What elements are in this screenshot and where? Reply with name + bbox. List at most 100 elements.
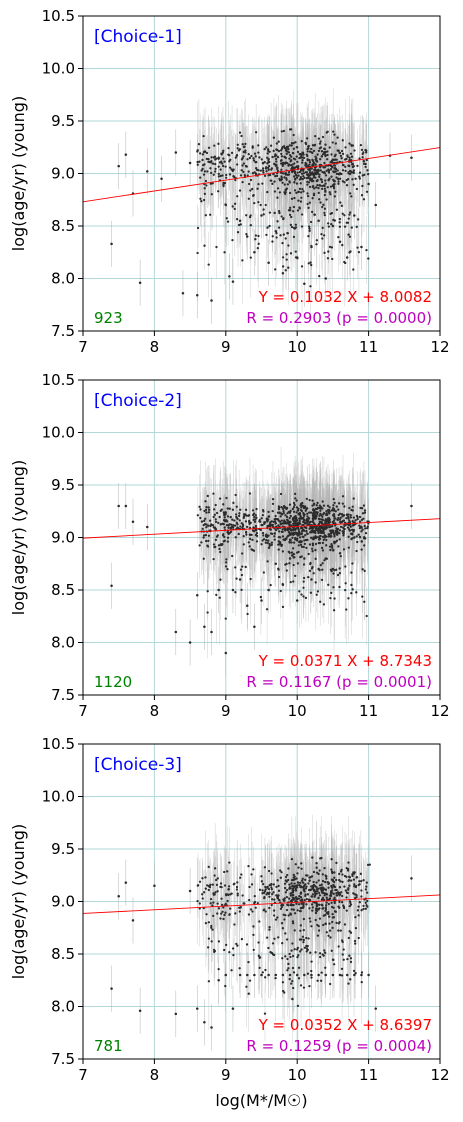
data-point — [319, 563, 322, 567]
data-point — [325, 510, 328, 513]
data-point — [292, 226, 296, 230]
data-point — [262, 571, 265, 574]
data-point — [263, 148, 266, 151]
data-point — [199, 508, 202, 511]
data-point — [228, 523, 231, 526]
data-point — [255, 540, 259, 543]
x-tick-label: 10 — [288, 338, 307, 356]
data-point — [324, 179, 327, 182]
data-point — [292, 205, 296, 209]
data-point — [281, 550, 285, 553]
data-point — [358, 157, 361, 160]
data-point — [249, 224, 252, 227]
data-point — [222, 164, 225, 168]
data-point — [264, 541, 267, 544]
data-point — [317, 191, 320, 195]
data-point — [341, 212, 344, 215]
data-point — [210, 156, 213, 159]
data-point — [331, 521, 335, 524]
data-point — [361, 512, 365, 515]
data-point — [337, 545, 340, 548]
data-point — [267, 166, 270, 170]
data-point — [340, 204, 344, 207]
data-point — [222, 181, 225, 185]
data-point — [358, 515, 362, 519]
data-point — [235, 516, 238, 519]
data-point — [238, 131, 242, 134]
data-point — [219, 168, 222, 171]
data-point — [317, 219, 320, 222]
data-point — [292, 175, 296, 178]
y-axis-title: log(age/yr) (young) — [9, 96, 28, 251]
data-point — [291, 166, 295, 170]
data-point — [351, 505, 354, 508]
data-point — [251, 538, 254, 542]
data-point — [227, 146, 230, 150]
data-point — [289, 514, 292, 518]
data-point — [254, 234, 258, 237]
data-point — [275, 232, 278, 235]
data-point — [294, 497, 297, 500]
data-point — [325, 535, 328, 538]
data-point — [359, 143, 363, 147]
data-point — [195, 594, 199, 597]
data-point — [300, 593, 303, 596]
data-point — [222, 503, 225, 506]
data-point — [356, 164, 359, 168]
data-point — [260, 158, 263, 161]
data-point — [277, 226, 281, 229]
data-point — [304, 509, 307, 512]
data-point — [264, 535, 268, 538]
data-point — [317, 149, 321, 153]
data-point — [338, 585, 341, 589]
data-point — [231, 280, 235, 283]
data-point — [290, 225, 294, 229]
data-point — [307, 206, 310, 210]
data-point — [210, 299, 213, 302]
data-point — [348, 213, 351, 216]
data-point — [324, 174, 328, 177]
x-tick-label: 11 — [359, 338, 378, 356]
data-point — [277, 575, 281, 579]
data-point — [245, 232, 248, 236]
data-point — [281, 507, 285, 510]
data-point — [294, 574, 297, 578]
data-point — [285, 506, 289, 510]
data-point — [310, 547, 314, 550]
data-point — [314, 548, 317, 552]
data-point — [289, 520, 292, 523]
data-point — [311, 527, 315, 530]
x-tick-label: 10 — [288, 702, 307, 720]
data-point — [321, 184, 324, 188]
data-point — [348, 235, 352, 238]
data-point — [313, 513, 317, 516]
data-point — [265, 146, 268, 149]
x-tick-label: 12 — [430, 338, 449, 356]
data-point — [321, 507, 324, 510]
data-point — [286, 535, 289, 538]
data-point — [312, 176, 316, 179]
data-point — [264, 167, 268, 170]
data-point — [303, 505, 307, 508]
data-point — [361, 184, 364, 188]
data-point — [222, 149, 225, 152]
data-point — [338, 151, 341, 155]
data-point — [206, 590, 209, 593]
data-point — [326, 150, 329, 153]
data-point — [212, 543, 216, 546]
data-point — [320, 155, 323, 158]
data-point — [302, 523, 305, 527]
data-point — [309, 220, 313, 224]
data-point — [308, 201, 311, 204]
data-point — [286, 183, 290, 186]
data-point — [293, 181, 296, 184]
data-point — [315, 525, 318, 529]
data-point — [254, 161, 257, 164]
data-point — [285, 258, 288, 261]
data-point — [331, 525, 334, 528]
data-point — [287, 510, 290, 514]
data-point — [174, 151, 178, 154]
data-point — [207, 511, 211, 514]
data-point — [249, 178, 253, 182]
data-point — [207, 160, 210, 163]
